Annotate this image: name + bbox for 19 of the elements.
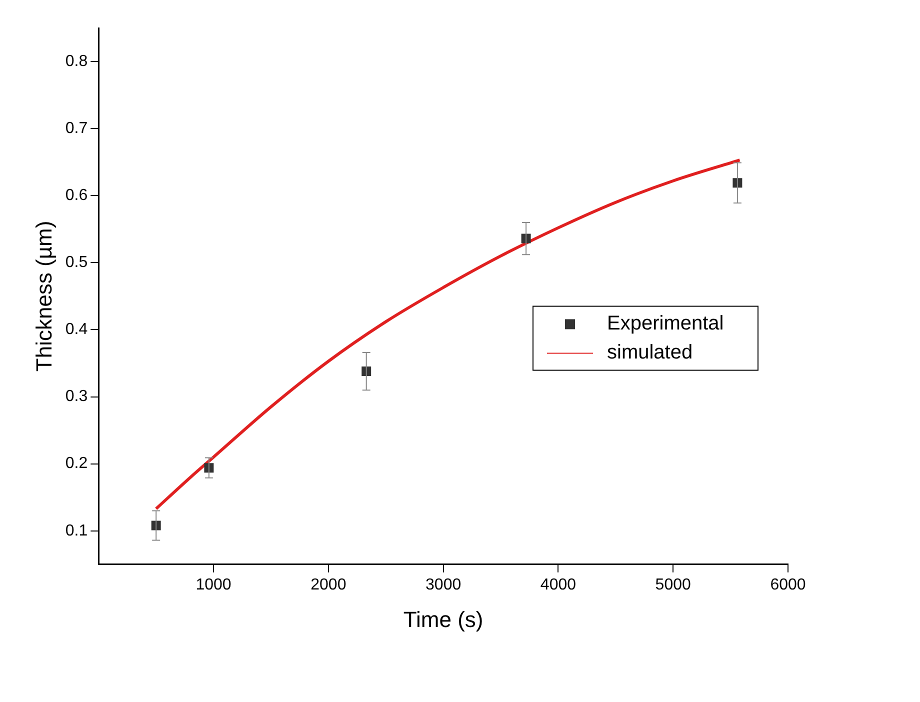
x-tick-label: 5000 xyxy=(655,576,692,594)
y-tick-label: 0.1 xyxy=(65,522,88,540)
x-tick-label: 1000 xyxy=(196,576,232,594)
y-axis-title: Thickness (µm) xyxy=(31,220,56,372)
line-series xyxy=(154,158,742,510)
y-tick-label: 0.7 xyxy=(65,120,88,137)
y-tick-label: 0.4 xyxy=(65,321,88,338)
legend-label: simulated xyxy=(607,342,693,364)
y-tick-label: 0.3 xyxy=(65,388,88,406)
x-tick-label: 6000 xyxy=(770,576,806,594)
x-tick-label: 3000 xyxy=(426,576,462,594)
x-tick-label: 4000 xyxy=(540,576,576,594)
y-tick-label: 0.5 xyxy=(65,254,88,272)
legend-label: Experimental xyxy=(607,312,724,335)
y-tick-label: 0.2 xyxy=(65,455,88,472)
y-tick-label: 0.8 xyxy=(65,52,88,70)
x-axis-title: Time (s) xyxy=(403,606,484,632)
y-tick-label: 0.6 xyxy=(65,187,88,204)
x-tick-label: 2000 xyxy=(310,576,346,594)
